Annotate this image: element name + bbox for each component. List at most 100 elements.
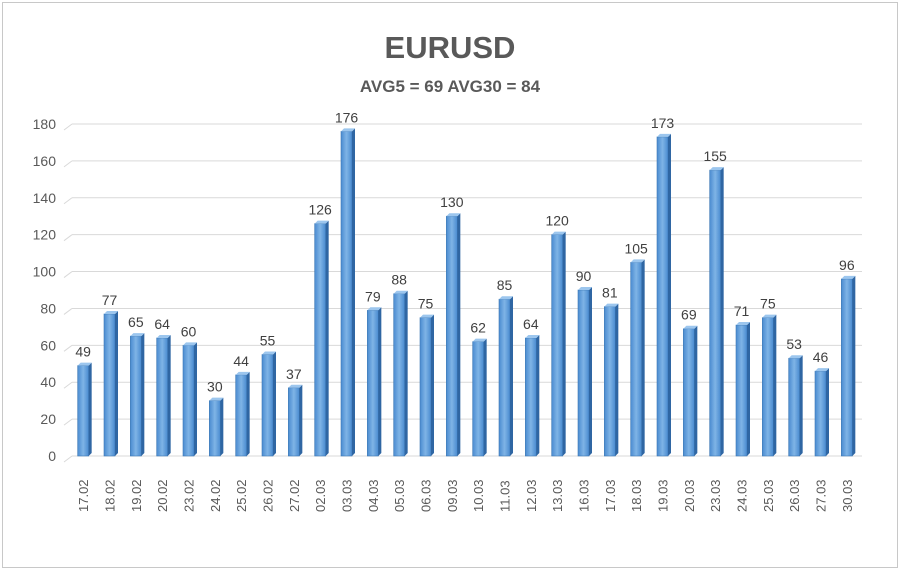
data-label: 64: [154, 316, 170, 332]
bar-top: [262, 351, 276, 355]
bar-side: [378, 307, 382, 456]
bar: [367, 309, 379, 457]
bar-side: [852, 275, 856, 456]
data-label: 85: [497, 277, 513, 293]
bar-side: [220, 397, 224, 456]
bar-top: [367, 307, 382, 311]
bar-side: [510, 296, 513, 456]
gridline-depth: [63, 197, 73, 205]
y-tick-label: 0: [48, 448, 56, 464]
bar-side: [299, 384, 303, 456]
bar-side: [404, 290, 408, 456]
bar-top: [499, 296, 513, 300]
data-label: 90: [576, 268, 592, 284]
bar: [498, 298, 511, 457]
bar-side: [273, 351, 276, 456]
bar-top: [630, 259, 645, 263]
x-tick-label: 10.03: [471, 479, 486, 512]
bar: [525, 337, 537, 457]
data-label: 88: [391, 272, 407, 288]
bar-top: [104, 310, 118, 314]
x-tick-label: 26.03: [787, 479, 802, 512]
bar-top: [578, 287, 592, 290]
x-tick-label: 09.03: [445, 479, 460, 512]
gridline-depth: [63, 381, 73, 389]
data-label: 126: [308, 202, 332, 218]
x-tick-label: 27.02: [287, 479, 302, 512]
bar: [340, 131, 353, 457]
bar-top: [393, 290, 408, 294]
bar-top: [472, 338, 487, 342]
x-tick-label: 27.03: [814, 479, 829, 512]
bar-side: [799, 355, 803, 456]
bar: [762, 317, 774, 457]
x-tick-label: 26.02: [261, 479, 276, 512]
data-label: 49: [75, 344, 91, 360]
bar-top: [183, 342, 197, 346]
data-label: 62: [470, 320, 486, 336]
bar-top: [130, 333, 145, 337]
bar-side: [325, 220, 329, 456]
bar-side: [694, 325, 698, 456]
chart-title: EURUSD: [385, 30, 516, 65]
bar-side: [615, 303, 619, 456]
bar-top: [341, 128, 355, 132]
bar-side: [115, 310, 118, 456]
x-tick-label: 17.03: [603, 479, 618, 512]
bar-top: [525, 334, 540, 338]
bar: [814, 370, 827, 457]
bar-side: [826, 368, 829, 456]
chart-subtitle: AVG5 = 69 AVG30 = 84: [360, 77, 541, 96]
bar-side: [747, 322, 750, 456]
bar: [841, 278, 853, 457]
bar-side: [589, 287, 592, 456]
x-tick-label: 13.03: [550, 479, 565, 512]
gridline-depth: [63, 418, 73, 426]
data-label: 64: [523, 316, 539, 332]
x-tick-label: 25.02: [234, 479, 249, 512]
bar: [656, 136, 669, 457]
data-label: 173: [651, 115, 675, 131]
x-tick-label: 05.03: [392, 479, 407, 512]
x-tick-label: 24.02: [208, 479, 223, 512]
data-label: 81: [602, 285, 618, 301]
bar-side: [668, 133, 671, 456]
bar-top: [657, 133, 671, 137]
bar: [156, 337, 168, 457]
x-tick-label: 30.03: [840, 479, 855, 512]
x-tick-label: 04.03: [366, 479, 381, 512]
x-tick-label: 19.02: [129, 479, 144, 512]
data-label: 176: [335, 109, 359, 125]
x-tick-label: 20.02: [155, 479, 170, 512]
gridline-depth: [63, 123, 73, 131]
data-label: 120: [545, 213, 569, 229]
bar: [103, 313, 116, 457]
bar-top: [788, 355, 803, 359]
bar-top: [709, 167, 724, 171]
bar: [261, 354, 274, 457]
bar-side: [88, 362, 92, 456]
bar-side: [431, 314, 434, 456]
data-label: 46: [813, 349, 829, 365]
bar: [577, 289, 590, 457]
bar-top: [235, 371, 250, 375]
bar-top: [551, 231, 566, 235]
gridline-depth: [63, 234, 73, 242]
gridline-depth: [63, 455, 73, 463]
bar: [735, 324, 748, 457]
data-label: 75: [418, 296, 434, 312]
bar-top: [420, 314, 434, 318]
y-tick-label: 160: [33, 153, 57, 169]
x-tick-label: 23.03: [708, 479, 723, 512]
bar-top: [841, 275, 856, 279]
bar: [683, 328, 695, 457]
bar-top: [209, 397, 224, 401]
bar: [182, 345, 195, 457]
data-label: 105: [624, 240, 648, 256]
x-tick-label: 11.03: [498, 480, 513, 512]
y-tick-label: 60: [40, 337, 56, 353]
gridline-depth: [63, 344, 73, 352]
bar-side: [483, 338, 487, 456]
bar: [130, 335, 142, 457]
